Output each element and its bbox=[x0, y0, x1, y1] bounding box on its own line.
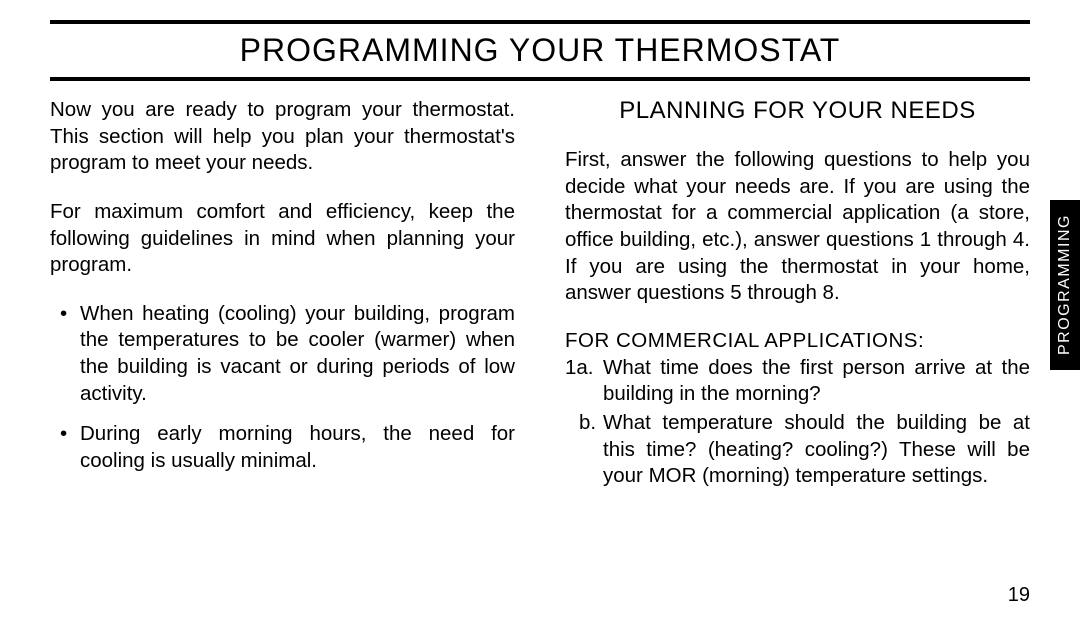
side-tab: PROGRAMMING bbox=[1050, 200, 1080, 370]
question-item: b. What temperature should the building … bbox=[565, 410, 1030, 490]
question-label: b. bbox=[565, 410, 603, 490]
question-label: 1a. bbox=[565, 355, 603, 408]
left-column: Now you are ready to program your thermo… bbox=[50, 97, 525, 492]
question-text: What temperature should the building be … bbox=[603, 410, 1030, 490]
question-text: What time does the first person arrive a… bbox=[603, 355, 1030, 408]
intro-paragraph-2: For maximum comfort and efficiency, keep… bbox=[50, 199, 515, 279]
content-columns: Now you are ready to program your thermo… bbox=[50, 97, 1030, 492]
page-container: PROGRAMMING YOUR THERMOSTAT Now you are … bbox=[50, 20, 1030, 603]
guideline-list: When heating (cooling) your building, pr… bbox=[50, 301, 515, 475]
title-section: PROGRAMMING YOUR THERMOSTAT bbox=[50, 20, 1030, 81]
section-subtitle: PLANNING FOR YOUR NEEDS bbox=[565, 97, 1030, 125]
commercial-heading: FOR COMMERCIAL APPLICATIONS: bbox=[565, 329, 1030, 353]
planning-paragraph: First, answer the following questions to… bbox=[565, 147, 1030, 307]
guideline-item: When heating (cooling) your building, pr… bbox=[80, 301, 515, 408]
guideline-item: During early morning hours, the need for… bbox=[80, 421, 515, 474]
question-item: 1a. What time does the first person arri… bbox=[565, 355, 1030, 408]
page-title: PROGRAMMING YOUR THERMOSTAT bbox=[50, 32, 1030, 69]
intro-paragraph-1: Now you are ready to program your thermo… bbox=[50, 97, 515, 177]
question-list: 1a. What time does the first person arri… bbox=[565, 355, 1030, 490]
right-column: PLANNING FOR YOUR NEEDS First, answer th… bbox=[555, 97, 1030, 492]
page-number: 19 bbox=[1008, 584, 1030, 607]
